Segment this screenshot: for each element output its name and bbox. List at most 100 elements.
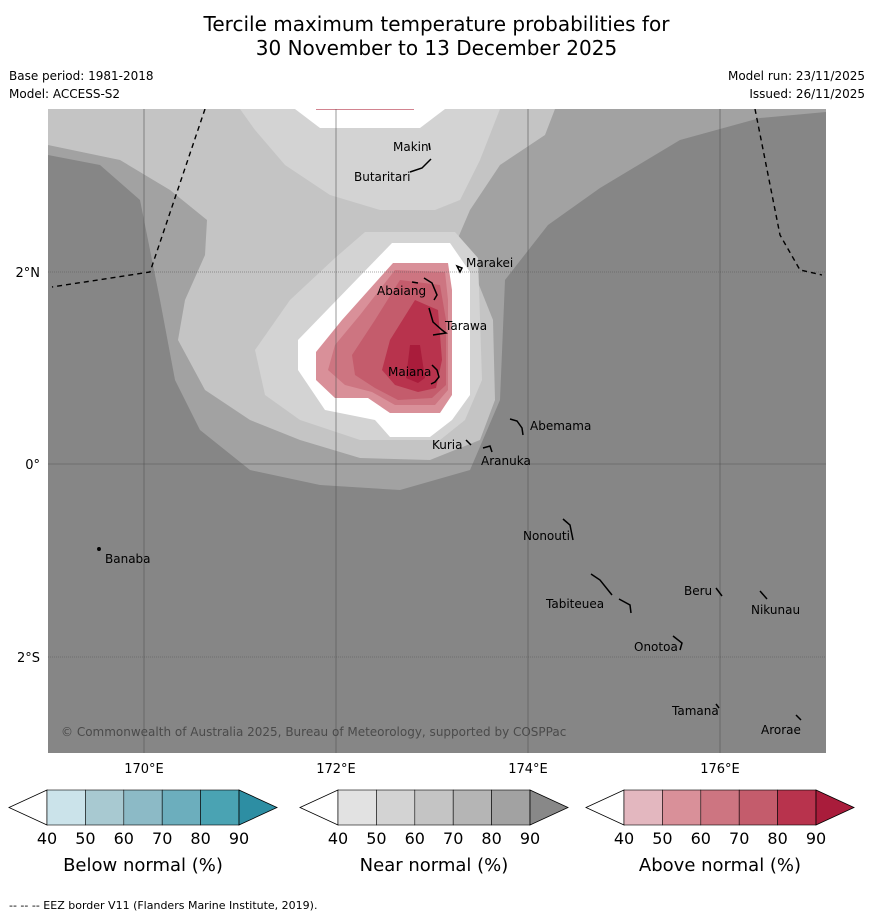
near-cb-tick-label: 80 [481, 829, 501, 848]
eez-footnote: -- -- -- EEZ border V11 (Flanders Marine… [9, 899, 318, 912]
graticule [48, 109, 826, 753]
near-60-70-north [240, 109, 500, 210]
chart-title: Tercile maximum temperature probabilitie… [0, 12, 873, 60]
label-butaritari: Butaritari [354, 170, 411, 184]
meta-left: Base period: 1981-2018 Model: ACCESS-S2 [9, 67, 154, 103]
below-cb-tick-label: 90 [229, 829, 249, 848]
label-abaiang: Abaiang [377, 284, 426, 298]
maiana-island [430, 364, 440, 385]
butaritari-island [409, 158, 432, 173]
nonouti-island [562, 518, 574, 541]
nikunau-island [759, 590, 768, 600]
abaiang-island [423, 277, 438, 301]
abaiang-west [411, 281, 419, 284]
near-cb-extend-high [529, 789, 569, 826]
below-cb-segment [123, 789, 163, 826]
above-cb-segment [662, 789, 702, 826]
tarawa-island [428, 307, 448, 336]
near-cb-segment [376, 789, 416, 826]
eez-border [51, 109, 823, 288]
above-cb-tick-label: 70 [729, 829, 749, 848]
title-line-1: Tercile maximum temperature probabilitie… [203, 12, 670, 36]
above-cb-tick-label: 80 [767, 829, 787, 848]
near-cb-tick-label: 40 [328, 829, 348, 848]
label-makin: Makin [393, 140, 429, 154]
label-aranuka: Aranuka [481, 454, 531, 468]
below-cb-extend-low [8, 789, 48, 826]
near-cb-extend-low [299, 789, 339, 826]
kuria-island [465, 439, 472, 446]
white-north [295, 109, 445, 128]
beru-island [715, 587, 723, 597]
lon-label-170e: 170°E [124, 762, 164, 777]
abemama-island [509, 418, 524, 436]
island-outlines [97, 142, 802, 721]
lat-label-2n: 2°N [16, 266, 41, 281]
above-cb-tick-label: 90 [806, 829, 826, 848]
banaba-island [97, 547, 101, 551]
aranuka-island [482, 445, 493, 453]
near-cb-segment [414, 789, 454, 826]
below-cb-segment [85, 789, 125, 826]
above-cb-extend-low [585, 789, 625, 826]
label-tabiteuea: Tabiteuea [545, 597, 604, 611]
title-line-2: 30 November to 13 December 2025 [255, 36, 618, 60]
above-cb-tick-label: 60 [691, 829, 711, 848]
colorbar-below-normal: 40 50 60 70 80 90 Below normal (%) [8, 789, 278, 876]
near-cb-segment [337, 789, 377, 826]
map-area: Makin Butaritari Marakei Abaiang Tarawa … [48, 109, 826, 753]
model-run: Model run: 23/11/2025 [727, 69, 865, 83]
label-onotoa: Onotoa [634, 640, 678, 654]
lon-label-176e: 176°E [700, 762, 740, 777]
above-cb-segment [738, 789, 778, 826]
label-nikunau: Nikunau [751, 603, 800, 617]
above-cb-segment [777, 789, 817, 826]
colorbar-above-normal: 40 50 60 70 80 90 Above normal (%) [585, 789, 855, 876]
place-labels: Makin Butaritari Marakei Abaiang Tarawa … [105, 140, 801, 737]
below-cb-tick-label: 70 [152, 829, 172, 848]
tabiteuea-south [618, 598, 632, 614]
meta-right: Model run: 23/11/2025 Issued: 26/11/2025 [728, 67, 865, 103]
label-arorae: Arorae [761, 723, 801, 737]
label-kuria: Kuria [432, 438, 463, 452]
colorbar-near-normal: 40 50 60 70 80 90 Near normal (%) [299, 789, 569, 876]
lon-label-174e: 174°E [508, 762, 548, 777]
marakei-island [455, 264, 464, 274]
onotoa-island [672, 635, 683, 651]
label-abemama: Abemama [530, 419, 591, 433]
lat-label-2s: 2°S [17, 651, 40, 666]
label-nonouti: Nonouti [523, 529, 570, 543]
above-cb-tick-label: 50 [652, 829, 672, 848]
arorae-island [795, 714, 802, 721]
above-cb-tick-label: 40 [614, 829, 634, 848]
near-cb-tick-label: 50 [366, 829, 386, 848]
label-beru: Beru [684, 584, 712, 598]
label-tamana: Tamana [671, 704, 719, 718]
near-cb-tick-label: 90 [520, 829, 540, 848]
below-cb-tick-label: 80 [190, 829, 210, 848]
makin-island [428, 142, 431, 151]
below-cb-segment [161, 789, 201, 826]
above-90-contour [406, 345, 425, 383]
near-cb-segment [491, 789, 531, 826]
below-cb-tick-label: 40 [37, 829, 57, 848]
label-maiana: Maiana [388, 365, 431, 379]
lon-label-172e: 172°E [316, 762, 356, 777]
below-cb-title: Below normal (%) [63, 855, 223, 876]
base-period: Base period: 1981-2018 [9, 69, 154, 83]
model-name: Model: ACCESS-S2 [9, 87, 121, 101]
near-cb-title: Near normal (%) [360, 855, 509, 876]
tamana-island [715, 703, 720, 709]
issued-date: Issued: 26/11/2025 [749, 87, 865, 101]
label-marakei: Marakei [466, 256, 513, 270]
above-cb-segment [700, 789, 740, 826]
axis-labels: 2°N 0° 2°S 170°E 172°E 174°E 176°E [16, 266, 740, 777]
label-banaba: Banaba [105, 552, 151, 566]
below-cb-tick-label: 50 [75, 829, 95, 848]
above-cb-title: Above normal (%) [639, 855, 801, 876]
lat-label-eq: 0° [25, 458, 40, 473]
near-cb-tick-label: 70 [443, 829, 463, 848]
near-cb-segment [452, 789, 492, 826]
below-cb-extend-high [238, 789, 278, 826]
